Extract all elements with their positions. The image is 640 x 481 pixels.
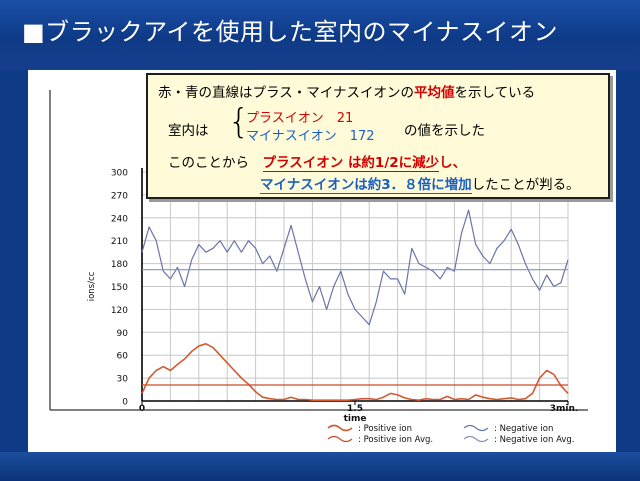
legend-label: : Positive ion — [358, 424, 412, 434]
negative-ion-value: マイナスイオン 172 — [246, 129, 375, 144]
callout-line-positive-conclusion: このことから プラスイオン は約1/2に減少し、 — [168, 155, 467, 172]
chart: 0 30 60 90 120 150 180 210 240 270 300 0 1.5 3min. tim… — [49, 90, 588, 445]
positive-ion-value: プラスイオン 21 — [246, 111, 354, 126]
legend-label: : Negative ion — [494, 424, 553, 434]
legend-label: : Negative ion Avg. — [494, 435, 575, 445]
y-tick-label: 90 — [117, 329, 129, 339]
y-tick-label: 30 — [117, 375, 129, 385]
legend-swatch — [463, 424, 489, 432]
y-tick-label: 120 — [111, 306, 128, 316]
header-background — [0, 0, 640, 70]
room-label: 室内は — [168, 123, 209, 139]
annotation-box: 赤・青の直線はプラス・マイナスイオンの平均値を示している 室内は { プラスイオ… — [146, 73, 610, 199]
y-tick-label: 240 — [111, 214, 128, 224]
x-tick-label: 3min. — [550, 404, 579, 414]
legend-swatch — [463, 435, 489, 443]
legend-label: : Positive ion Avg. — [358, 435, 433, 445]
legend-swatch — [327, 424, 353, 432]
y-axis-label: ions/cc — [87, 271, 97, 301]
positive-ion-line — [141, 343, 569, 401]
callout-line-negative-conclusion: マイナスイオンは約3．８倍に増加したことが判る。 — [260, 177, 580, 194]
y-tick-label: 300 — [111, 169, 128, 179]
callout-line-average: 赤・青の直線はプラス・マイナスイオンの平均値を示している — [158, 85, 536, 101]
x-tick-label: 0 — [139, 404, 145, 414]
legend-swatch — [327, 435, 353, 443]
y-tick-label: 0 — [122, 398, 128, 408]
slide-title: ■ブラックアイを使用した室内のマイナスイオン — [22, 18, 558, 46]
y-tick-label: 180 — [111, 260, 128, 270]
y-tick-label: 210 — [111, 237, 128, 247]
brace-icon: { — [228, 102, 250, 142]
y-tick-label: 270 — [111, 191, 128, 201]
footer-band — [0, 452, 640, 481]
x-axis-label: time — [344, 414, 367, 424]
y-tick-label: 150 — [111, 283, 128, 293]
y-tick-label: 60 — [117, 352, 129, 362]
value-suffix: の値を示した — [404, 123, 485, 139]
highlight-average: 平均値 — [413, 85, 455, 101]
negative-ion-line — [141, 209, 569, 326]
x-tick-label: 1.5 — [347, 404, 363, 414]
